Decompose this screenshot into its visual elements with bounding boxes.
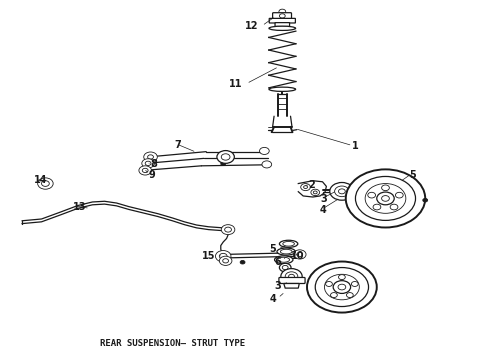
Circle shape	[144, 152, 157, 162]
Text: 3: 3	[320, 194, 327, 204]
Circle shape	[346, 293, 353, 298]
Circle shape	[304, 186, 308, 189]
Circle shape	[279, 14, 285, 18]
Circle shape	[395, 192, 403, 198]
Circle shape	[297, 252, 303, 257]
Circle shape	[373, 204, 381, 210]
Circle shape	[220, 256, 232, 265]
Text: 13: 13	[73, 202, 87, 212]
Circle shape	[221, 225, 235, 235]
Ellipse shape	[278, 257, 290, 262]
Text: 5: 5	[270, 244, 276, 254]
Circle shape	[42, 181, 49, 186]
Text: 2: 2	[308, 180, 315, 190]
Circle shape	[282, 265, 288, 270]
Text: 6: 6	[274, 257, 281, 266]
Circle shape	[315, 267, 368, 306]
Circle shape	[390, 204, 398, 210]
Ellipse shape	[279, 240, 298, 247]
Circle shape	[330, 183, 354, 200]
Circle shape	[313, 191, 317, 194]
Circle shape	[331, 293, 337, 298]
Circle shape	[339, 189, 345, 194]
FancyBboxPatch shape	[272, 13, 292, 19]
Circle shape	[223, 259, 228, 263]
Circle shape	[382, 195, 390, 201]
Text: 15: 15	[202, 251, 216, 261]
Circle shape	[294, 250, 306, 259]
Text: 9: 9	[148, 170, 155, 180]
Circle shape	[346, 169, 425, 228]
Text: 8: 8	[150, 159, 157, 169]
Circle shape	[339, 275, 345, 280]
Circle shape	[142, 159, 154, 168]
Circle shape	[216, 251, 231, 262]
Circle shape	[260, 147, 269, 154]
Circle shape	[221, 154, 230, 160]
Circle shape	[38, 178, 53, 189]
Text: 4: 4	[320, 205, 327, 215]
Text: 7: 7	[175, 140, 181, 149]
Circle shape	[262, 161, 271, 168]
Circle shape	[220, 253, 227, 259]
Text: REAR SUSPENSION– STRUT TYPE: REAR SUSPENSION– STRUT TYPE	[100, 338, 245, 347]
Circle shape	[333, 281, 351, 293]
Ellipse shape	[269, 26, 295, 31]
Circle shape	[224, 227, 231, 232]
Circle shape	[368, 192, 375, 198]
Circle shape	[325, 282, 332, 287]
Circle shape	[423, 198, 428, 202]
Circle shape	[147, 155, 153, 159]
Circle shape	[289, 274, 294, 279]
Circle shape	[307, 261, 377, 312]
Circle shape	[311, 189, 319, 195]
Circle shape	[351, 282, 358, 287]
Circle shape	[221, 162, 225, 166]
Ellipse shape	[283, 242, 294, 246]
FancyBboxPatch shape	[269, 18, 295, 23]
Text: 14: 14	[34, 175, 48, 185]
Text: 11: 11	[229, 79, 243, 89]
Circle shape	[142, 168, 148, 172]
Circle shape	[335, 186, 349, 197]
Circle shape	[281, 269, 302, 284]
Circle shape	[382, 185, 390, 191]
Circle shape	[324, 274, 359, 300]
Circle shape	[217, 150, 234, 163]
Circle shape	[285, 272, 298, 281]
FancyBboxPatch shape	[279, 278, 305, 283]
Circle shape	[365, 184, 406, 213]
Circle shape	[279, 263, 291, 272]
Circle shape	[139, 166, 151, 175]
Circle shape	[355, 176, 416, 220]
Text: 10: 10	[291, 251, 304, 261]
Ellipse shape	[277, 248, 295, 255]
Text: 3: 3	[274, 281, 281, 291]
Polygon shape	[284, 283, 299, 288]
Circle shape	[377, 192, 394, 205]
FancyBboxPatch shape	[275, 23, 290, 27]
Circle shape	[338, 284, 346, 290]
Ellipse shape	[274, 256, 293, 264]
Circle shape	[240, 260, 245, 264]
Ellipse shape	[280, 249, 292, 254]
Circle shape	[279, 9, 286, 14]
Ellipse shape	[269, 87, 295, 91]
Text: 5: 5	[410, 170, 416, 180]
Circle shape	[145, 161, 151, 166]
Text: 12: 12	[245, 21, 259, 31]
Circle shape	[301, 184, 310, 191]
Text: 4: 4	[270, 294, 276, 304]
Text: 1: 1	[352, 141, 358, 151]
